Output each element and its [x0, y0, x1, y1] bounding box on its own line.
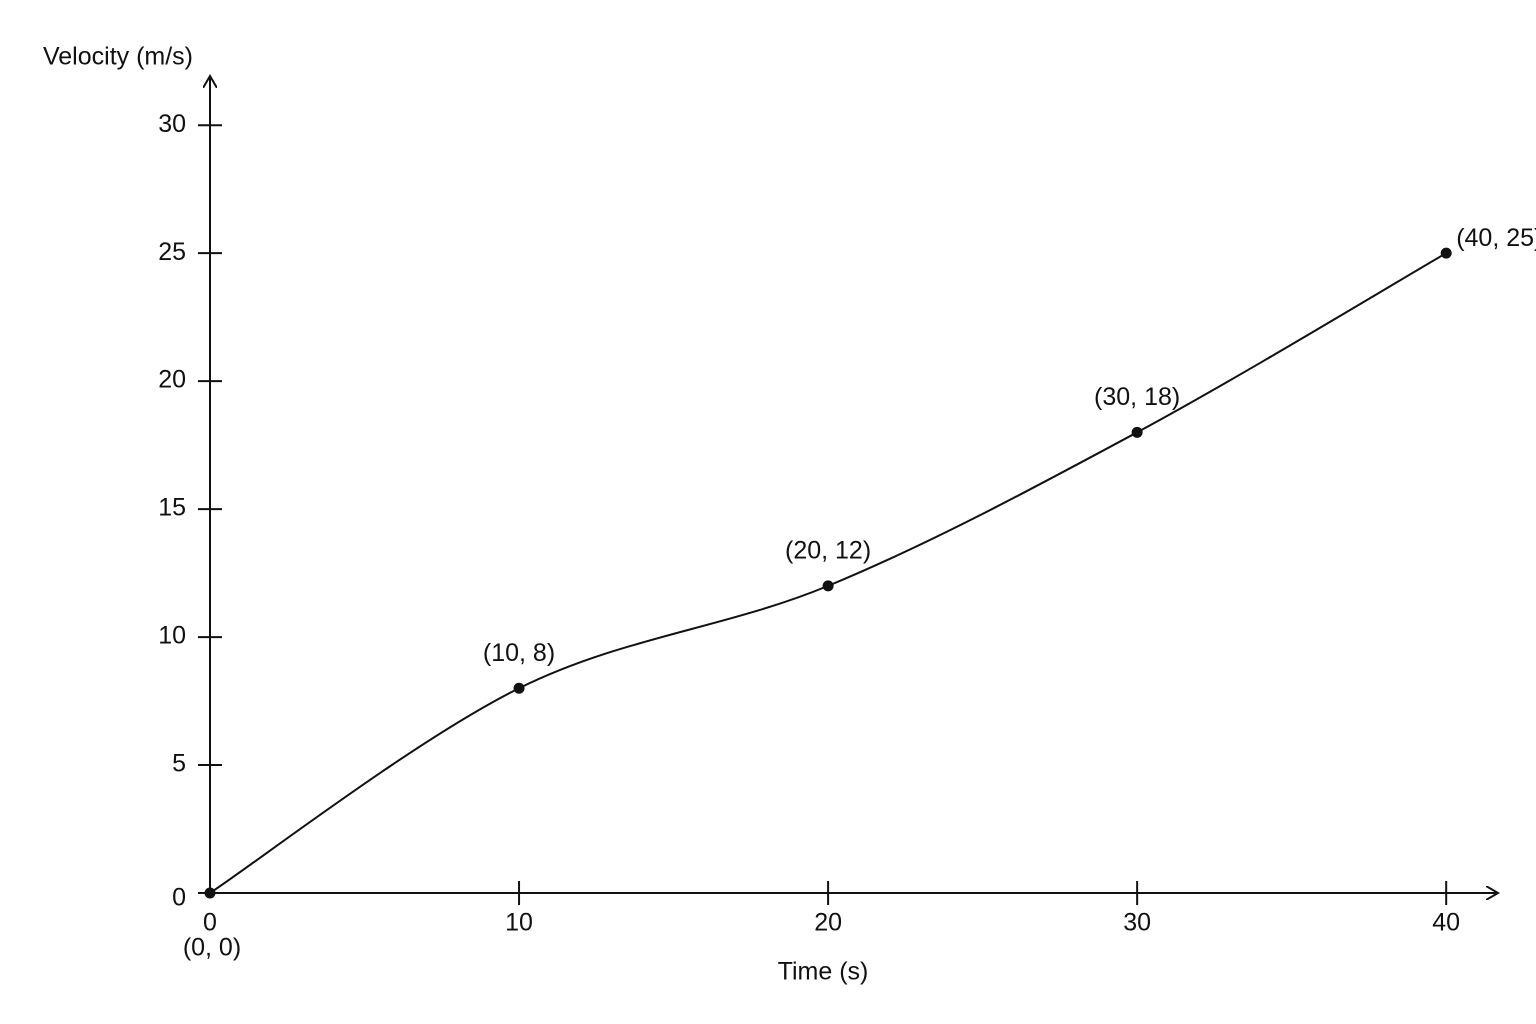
y-tick-label: 0	[172, 884, 186, 912]
data-label: (30, 18)	[1094, 383, 1180, 411]
x-tick-label: 20	[814, 909, 842, 937]
data-label: (20, 12)	[785, 536, 871, 564]
data-label: (40, 25)	[1456, 224, 1536, 252]
y-tick-label: 25	[158, 238, 186, 266]
y-tick-label: 30	[158, 110, 186, 138]
y-tick-label: 5	[172, 750, 186, 778]
y-axis-label: Velocity (m/s)	[43, 43, 193, 71]
data-label: (10, 8)	[483, 639, 555, 667]
x-tick-label: 10	[505, 909, 533, 937]
data-point	[1440, 247, 1452, 259]
data-point	[513, 682, 525, 694]
x-axis-label: Time (s)	[778, 958, 869, 986]
data-point	[1131, 426, 1143, 438]
y-tick-label: 10	[158, 622, 186, 650]
line	[209, 252, 1447, 894]
x-tick-label: 0	[203, 909, 217, 937]
x-tick-label: 30	[1123, 909, 1151, 937]
y-tick-label: 20	[158, 366, 186, 394]
x-tick-label: 40	[1432, 909, 1460, 937]
data-label: (0, 0)	[183, 934, 241, 962]
data-point	[822, 580, 834, 592]
y-tick-label: 15	[158, 494, 186, 522]
data-point	[204, 887, 216, 899]
